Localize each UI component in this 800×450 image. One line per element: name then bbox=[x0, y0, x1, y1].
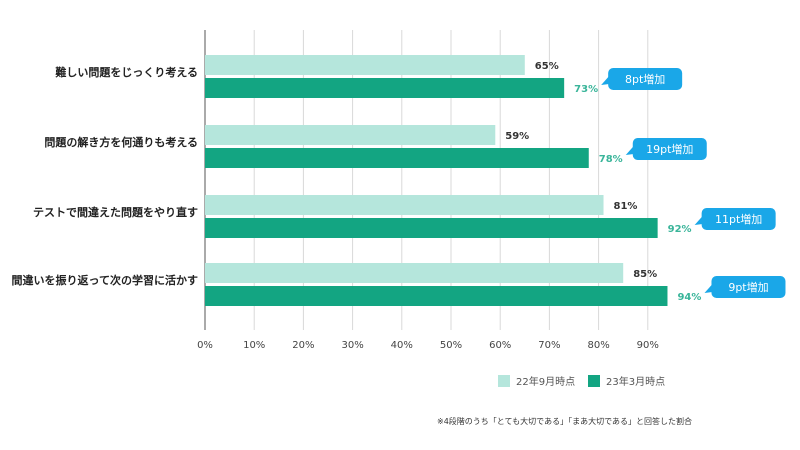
category-label: 間違いを振り返って次の学習に活かす bbox=[12, 273, 198, 287]
legend-swatch bbox=[588, 375, 600, 387]
x-tick-label: 40% bbox=[391, 340, 413, 351]
x-tick-label: 50% bbox=[440, 340, 462, 351]
callout-bubble bbox=[632, 138, 707, 160]
callout-bubble bbox=[608, 68, 683, 90]
bar-22年9月時点 bbox=[205, 263, 624, 283]
legend-label: 22年9月時点 bbox=[516, 375, 575, 388]
category-label: テストで間違えた問題をやり直す bbox=[33, 205, 198, 219]
callout-text: 19pt増加 bbox=[646, 143, 693, 156]
data-label: 81% bbox=[614, 201, 638, 212]
callout-pointer bbox=[625, 146, 634, 155]
data-label: 78% bbox=[599, 154, 623, 165]
callout-pointer bbox=[601, 76, 610, 85]
footnote: ※4段階のうち「とても大切である」「まあ大切である」と回答した割合 bbox=[437, 417, 692, 426]
data-label: 73% bbox=[574, 84, 598, 95]
category-label: 問題の解き方を何通りも考える bbox=[44, 135, 198, 149]
category-label: 難しい問題をじっくり考える bbox=[55, 65, 198, 79]
x-tick-label: 10% bbox=[243, 340, 265, 351]
callout-text: 9pt増加 bbox=[728, 281, 768, 294]
bar-23年3月時点 bbox=[205, 78, 565, 98]
callout-pointer bbox=[704, 284, 713, 293]
bar-22年9月時点 bbox=[205, 195, 604, 215]
x-tick-label: 90% bbox=[637, 340, 659, 351]
callout-text: 8pt増加 bbox=[625, 73, 665, 86]
callout-pointer bbox=[694, 216, 703, 225]
data-label: 92% bbox=[668, 224, 692, 235]
x-tick-label: 80% bbox=[587, 340, 609, 351]
callout-bubble bbox=[701, 208, 776, 230]
bar-22年9月時点 bbox=[205, 125, 496, 145]
x-tick-label: 30% bbox=[341, 340, 363, 351]
callout-text: 11pt増加 bbox=[715, 213, 762, 226]
bar-23年3月時点 bbox=[205, 286, 668, 306]
data-label: 85% bbox=[633, 269, 657, 280]
x-tick-label: 60% bbox=[489, 340, 511, 351]
bar-23年3月時点 bbox=[205, 148, 589, 168]
x-tick-label: 70% bbox=[538, 340, 560, 351]
legend-swatch bbox=[498, 375, 510, 387]
data-label: 65% bbox=[535, 61, 559, 72]
callout-bubble bbox=[711, 276, 786, 298]
data-label: 94% bbox=[677, 292, 701, 303]
bar-22年9月時点 bbox=[205, 55, 525, 75]
data-label: 59% bbox=[505, 131, 529, 142]
bar-23年3月時点 bbox=[205, 218, 658, 238]
x-tick-label: 20% bbox=[292, 340, 314, 351]
legend-label: 23年3月時点 bbox=[606, 375, 665, 388]
x-tick-label: 0% bbox=[197, 340, 213, 351]
